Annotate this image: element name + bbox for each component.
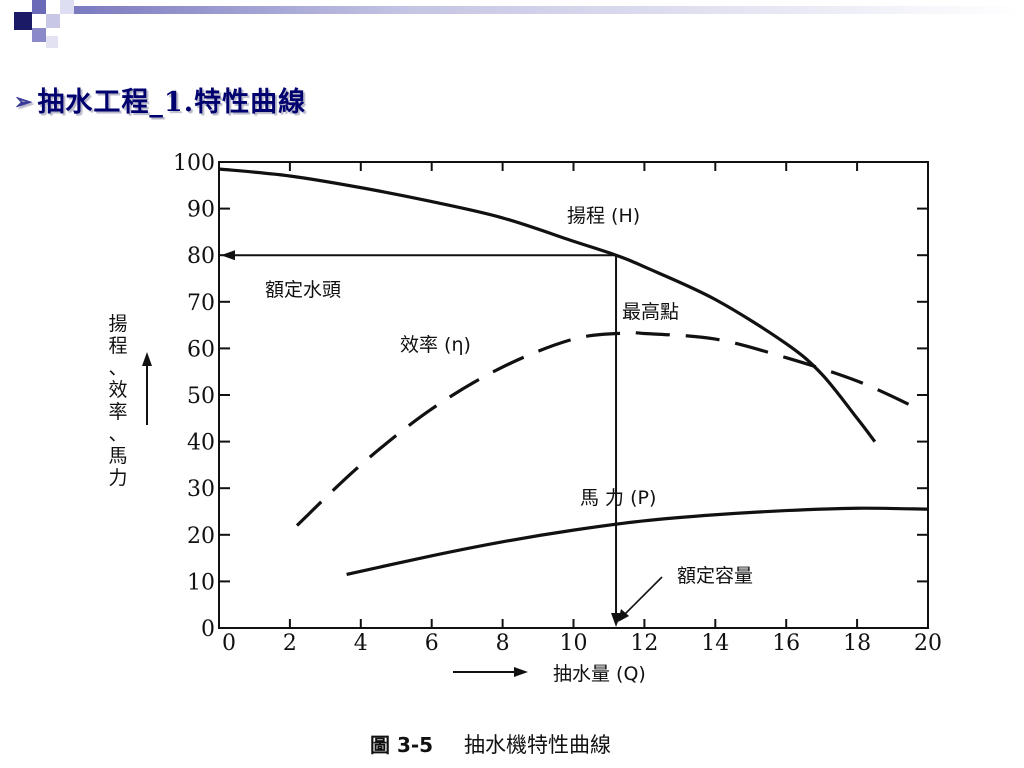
y-axis-label: 揚程、效率、馬力 xyxy=(108,313,127,489)
decor-square-light-2 xyxy=(60,0,74,14)
y-axis-label-char: 馬 xyxy=(108,445,127,467)
corner-decoration xyxy=(0,0,80,60)
header-gradient-bar xyxy=(74,6,1024,14)
decor-square-light xyxy=(46,14,60,28)
x-axis-label: 抽水量 (Q) xyxy=(553,663,646,685)
best-point-label: 最高點 xyxy=(622,301,679,323)
x-axis-ticks: 0 2 4 6 8 10 12 14 16 18 20 xyxy=(218,162,942,656)
x-tick-label: 16 xyxy=(772,631,800,656)
y-tick-label: 70 xyxy=(187,291,215,316)
arrow-bullet-icon: ➢ xyxy=(14,89,34,115)
y-tick-label: 90 xyxy=(187,198,215,223)
head-curve xyxy=(218,167,877,443)
y-tick-label: 10 xyxy=(187,570,215,595)
x-tick-label: 2 xyxy=(283,631,297,656)
y-axis-label-char: 、 xyxy=(108,357,127,379)
chart-axes xyxy=(218,161,929,629)
decor-square-mid-2 xyxy=(32,28,46,42)
rated-capacity-pointer-head xyxy=(618,609,629,622)
x-tick-label: 0 xyxy=(222,631,236,656)
x-axis-direction-arrowhead xyxy=(514,667,528,677)
x-tick-label: 12 xyxy=(630,631,658,656)
y-axis-direction-arrowhead xyxy=(142,352,152,366)
rated-head-arrowhead xyxy=(221,250,235,261)
x-tick-label: 8 xyxy=(496,631,510,656)
y-tick-label: 0 xyxy=(201,617,215,642)
slide-title: 抽水工程_1.特性曲線 xyxy=(37,87,307,118)
y-tick-label: 60 xyxy=(187,337,215,362)
x-tick-label: 14 xyxy=(701,631,729,656)
x-tick-label: 10 xyxy=(560,631,588,656)
x-tick-label: 4 xyxy=(354,631,368,656)
power-curve xyxy=(346,506,929,576)
x-tick-label: 18 xyxy=(843,631,871,656)
y-tick-label: 100 xyxy=(173,151,215,176)
figure-caption-number: 圖 3-5 xyxy=(370,733,433,757)
series-label-head: 揚程 (H) xyxy=(567,205,640,227)
y-axis-label-char: 、 xyxy=(108,423,127,445)
slide-title-row: ➢ 抽水工程_1.特性曲線 xyxy=(14,80,306,119)
chart-series xyxy=(218,167,929,576)
rated-head-label: 額定水頭 xyxy=(265,279,341,301)
x-tick-label: 6 xyxy=(425,631,439,656)
plot-frame xyxy=(218,161,929,629)
y-axis-label-char: 揚 xyxy=(108,313,127,335)
chart-annotations xyxy=(142,250,663,677)
y-tick-label: 80 xyxy=(187,244,215,269)
figure-caption-text: 抽水機特性曲線 xyxy=(464,733,611,757)
rated-capacity-label: 額定容量 xyxy=(677,565,753,587)
decor-square-dark xyxy=(14,12,32,30)
y-tick-label: 50 xyxy=(187,384,215,409)
decor-square-pale xyxy=(46,36,58,48)
y-tick-label: 30 xyxy=(187,477,215,502)
y-axis-ticks: 0 10 20 30 40 50 60 70 80 90 100 xyxy=(173,151,928,642)
y-tick-label: 40 xyxy=(187,431,215,456)
rated-capacity-pointer xyxy=(621,576,663,618)
rated-capacity-arrowhead xyxy=(611,613,622,627)
x-tick-label: 20 xyxy=(914,631,942,656)
series-label-power: 馬 力 (P) xyxy=(580,487,656,509)
y-axis-label-char: 程 xyxy=(108,335,127,357)
y-axis-label-char: 效 xyxy=(108,379,127,401)
series-label-efficiency: 效率 (η) xyxy=(400,334,471,356)
y-tick-label: 20 xyxy=(187,524,215,549)
efficiency-curve xyxy=(295,330,915,527)
y-axis-label-char: 率 xyxy=(108,401,127,423)
decor-square-mid xyxy=(32,0,46,14)
y-axis-label-char: 力 xyxy=(108,467,127,489)
